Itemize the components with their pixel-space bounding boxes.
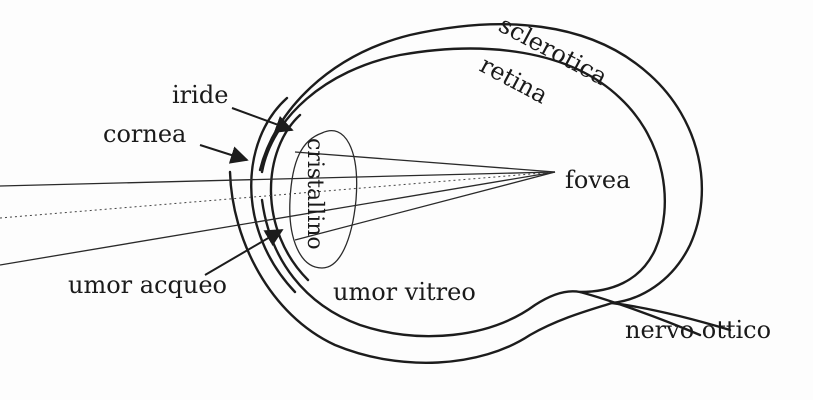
sclerotica-outline-lower bbox=[228, 170, 614, 364]
label-nervo-ottico: nervo ottico bbox=[625, 316, 771, 344]
arrow-iride bbox=[231, 107, 294, 133]
retina-outline bbox=[260, 47, 702, 337]
ray-lower-inner bbox=[294, 171, 556, 241]
ray-upper-inner bbox=[294, 151, 556, 173]
light-ray-upper bbox=[0, 171, 556, 187]
label-cristallino: cristallino bbox=[302, 138, 327, 250]
label-fovea: fovea bbox=[565, 166, 630, 194]
light-ray-lower bbox=[0, 171, 556, 266]
arrow-umor-acqueo bbox=[204, 229, 284, 276]
label-cornea: cornea bbox=[103, 120, 186, 148]
cornea-outline bbox=[250, 96, 297, 294]
label-umor-acqueo: umor acqueo bbox=[68, 271, 227, 299]
label-iride: iride bbox=[172, 81, 228, 109]
label-umor-vitreo: umor vitreo bbox=[333, 278, 476, 306]
arrow-cornea bbox=[199, 144, 249, 164]
retina-outline-lower bbox=[260, 198, 582, 338]
